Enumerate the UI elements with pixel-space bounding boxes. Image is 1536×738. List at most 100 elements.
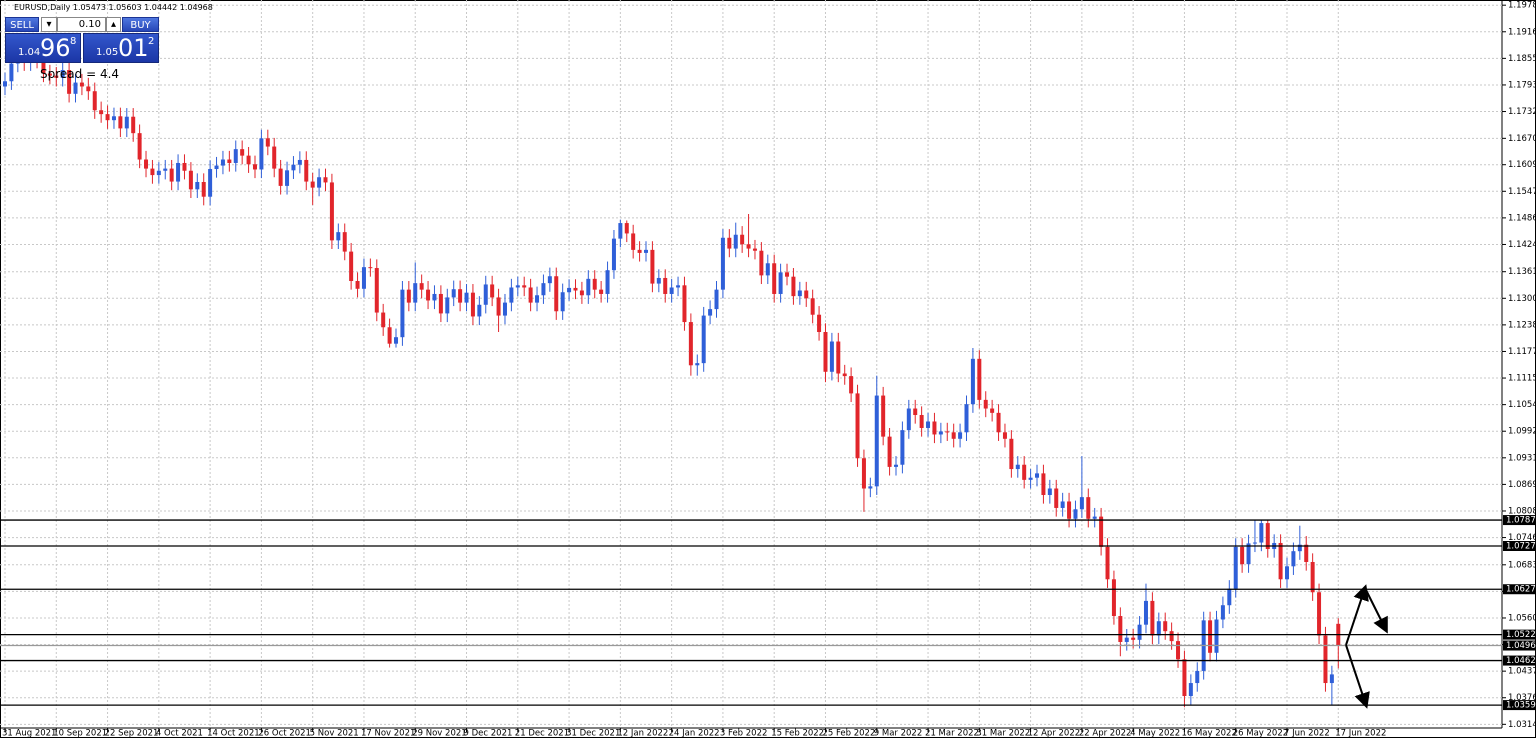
candle-body (458, 289, 463, 303)
candle-body (438, 293, 443, 314)
candle-body (111, 116, 116, 121)
sell-button[interactable]: SELL (5, 17, 39, 32)
candle-body (868, 486, 873, 489)
level-label: 1.05220 (1506, 630, 1536, 640)
candle-body (1233, 546, 1238, 589)
candle-body (663, 277, 668, 294)
lot-up[interactable]: ▴ (106, 17, 121, 32)
y-tick-label: 1.13000 (1508, 294, 1536, 304)
buy-price[interactable]: 1.05 01 2 (83, 33, 159, 63)
candle-body (259, 138, 264, 170)
candle-body (182, 162, 187, 171)
candle-body (560, 292, 565, 312)
candle-body (695, 363, 700, 366)
candle-body (176, 162, 181, 182)
candle-body (874, 395, 879, 487)
candle-body (829, 341, 834, 372)
candle-body (451, 289, 456, 298)
candle-body (1111, 579, 1116, 617)
candle-body (150, 168, 155, 176)
level-label: 1.03590 (1506, 701, 1536, 711)
sell-price[interactable]: 1.04 96 8 (5, 33, 81, 63)
candle-body (41, 59, 46, 74)
candle-body (1156, 621, 1161, 636)
candle-body (394, 337, 399, 344)
candle-body (990, 408, 995, 413)
y-tick-label: 1.14860 (1508, 213, 1536, 223)
candle-body (1137, 624, 1142, 640)
candle-body (631, 233, 636, 250)
candle-body (1067, 501, 1072, 519)
x-tick-label: 31 Mar 2022 (976, 729, 1030, 738)
candle-body (1124, 637, 1129, 642)
candle-body (220, 159, 225, 166)
sell-pip: 8 (70, 36, 77, 47)
y-tick-label: 1.08695 (1508, 480, 1536, 490)
candle-body (1220, 605, 1225, 620)
y-tick-label: 1.18550 (1508, 54, 1536, 64)
y-tick-label: 1.19780 (1508, 1, 1536, 11)
candle-body (881, 395, 886, 437)
candle-body (1169, 631, 1174, 642)
candle-body (592, 278, 597, 290)
x-tick-label: 7 Jun 2022 (1284, 729, 1330, 738)
candle-body (554, 276, 559, 312)
candle-body (1195, 670, 1200, 684)
candle-body (611, 238, 616, 271)
candle-body (483, 284, 488, 305)
candle-body (432, 293, 437, 301)
candle-body (913, 408, 918, 416)
lot-size[interactable]: 0.10 (57, 17, 106, 32)
y-tick-label: 1.11770 (1508, 347, 1536, 357)
y-tick-label: 1.09310 (1508, 453, 1536, 463)
y-tick-label: 1.16090 (1508, 160, 1536, 170)
candle-body (291, 164, 296, 171)
candle-body (637, 249, 642, 253)
candle-body (906, 408, 911, 431)
y-tick-label: 1.12385 (1508, 320, 1536, 330)
x-tick-label: 5 Nov 2021 (310, 729, 359, 738)
candle-body (400, 289, 405, 338)
candle-body (938, 431, 943, 435)
candle-body (1278, 542, 1283, 580)
buy-button[interactable]: BUY (122, 17, 159, 32)
candle-body (701, 315, 706, 364)
candle-body (310, 181, 315, 188)
candle-body (1105, 546, 1110, 580)
candle-body (413, 283, 418, 303)
candle-body (1323, 635, 1328, 684)
candle-body (163, 168, 168, 171)
y-tick-label: 1.08080 (1508, 506, 1536, 516)
candle-body (381, 312, 386, 328)
candle-body (708, 309, 713, 316)
level-label-box (1503, 584, 1536, 595)
level-label-box (1503, 655, 1536, 666)
x-tick-label: 12 Apr 2022 (1028, 729, 1081, 738)
candle-body (86, 86, 91, 92)
candle-body (374, 268, 379, 313)
lot-dropdown[interactable]: ▾ (41, 17, 57, 32)
candle-body (1131, 637, 1136, 640)
candle-body (605, 270, 610, 294)
candle-body (509, 287, 514, 303)
y-tick-label: 1.07465 (1508, 533, 1536, 543)
candle-body (1143, 600, 1148, 625)
candle-body (746, 244, 751, 249)
candle-body (1291, 551, 1296, 567)
candle-body (772, 263, 777, 294)
candle-body (1259, 523, 1264, 543)
candle-body (522, 285, 527, 288)
y-tick-label: 1.11155 (1508, 374, 1536, 384)
candle-body (804, 290, 809, 299)
candle-body (1118, 616, 1123, 642)
candle-body (426, 289, 431, 301)
y-tick-label: 1.17935 (1508, 80, 1536, 90)
candle-body (855, 393, 860, 459)
candle-body (368, 267, 373, 269)
x-tick-label: 24 Jan 2022 (669, 729, 720, 738)
candle-body (272, 146, 277, 169)
candle-body (656, 277, 661, 284)
y-tick-label: 1.15475 (1508, 187, 1536, 197)
